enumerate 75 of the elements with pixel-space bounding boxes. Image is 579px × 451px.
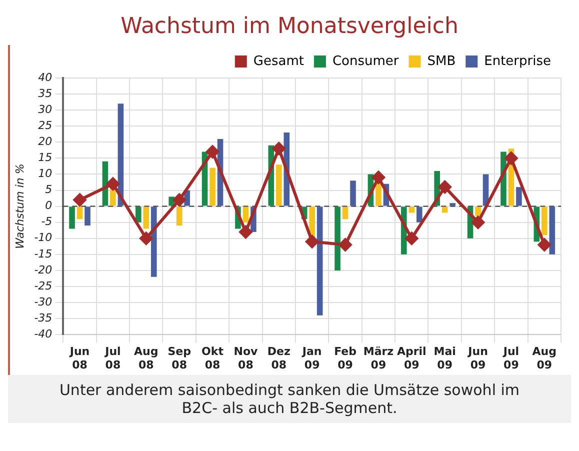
y-tick-label: 30 (38, 102, 52, 116)
y-tick-label: -35 (34, 311, 52, 324)
bar (542, 206, 548, 236)
point (472, 216, 485, 229)
bar (84, 206, 90, 226)
bar (143, 206, 150, 229)
bar (69, 206, 75, 229)
point (338, 238, 352, 252)
x-tick-label: Jun 09 (467, 345, 488, 372)
y-tick-label: -25 (34, 279, 52, 292)
y-tick-label: 20 (38, 135, 52, 148)
y-tick-label: 40 (38, 70, 52, 84)
y-tick-label: -30 (34, 295, 52, 308)
bar (450, 203, 456, 206)
y-tick-label: 15 (38, 151, 52, 164)
bar (76, 206, 83, 220)
y-tick-label: 5 (45, 183, 52, 196)
bar (350, 180, 356, 206)
bar (242, 206, 249, 222)
y-tick-label: -40 (34, 327, 52, 340)
x-tick-label: Nov 08 (234, 345, 258, 372)
bar (176, 206, 182, 226)
x-tick-label: Okt 08 (202, 345, 224, 372)
legend-label: SMB (427, 54, 456, 69)
point (272, 142, 286, 156)
y-tick-label: 10 (38, 167, 52, 180)
bar (135, 206, 142, 222)
x-tick-label: März 09 (363, 345, 394, 372)
y-tick-label: 0 (45, 199, 52, 212)
x-tick-label: Feb 09 (334, 345, 357, 372)
point (538, 238, 551, 252)
bar (516, 187, 522, 206)
x-tick-label: Mai 09 (434, 345, 456, 372)
point (206, 145, 220, 158)
bar (342, 206, 348, 220)
point (306, 235, 319, 248)
bar (416, 206, 422, 222)
point (438, 180, 452, 194)
legend-label: Enterprise (484, 54, 551, 69)
y-tick-label: -10 (34, 231, 52, 244)
bar (276, 164, 282, 206)
bar (334, 206, 340, 270)
bar (549, 206, 556, 254)
point (172, 193, 186, 206)
chart-title: Wachstum im Monatsvergleich (8, 8, 571, 45)
x-tick-label: Aug 09 (532, 345, 557, 372)
bar (408, 206, 415, 213)
x-tick-label: Sep 08 (168, 345, 192, 372)
bar (316, 206, 323, 316)
y-tick-label: -20 (34, 263, 52, 276)
text: Unter anderem saisonbedingt sanken die Umsätze sowohl im B2C- als auch B2B-Segment. (58, 380, 521, 419)
x-tick-label: Aug 08 (134, 345, 158, 372)
y-tick-label: -15 (34, 247, 52, 260)
bar (475, 206, 481, 216)
point (504, 152, 518, 165)
y-tick-label: 35 (38, 86, 52, 100)
legend-label: Consumer (332, 54, 400, 69)
y-tick-label: 25 (38, 118, 52, 132)
point (405, 232, 418, 245)
x-tick-label: Jul 08 (104, 345, 121, 372)
point (140, 232, 153, 245)
point (106, 177, 120, 190)
y-axis-title: Wachstum in % (13, 164, 26, 249)
point (73, 193, 86, 206)
legend-label: Gesamt (253, 54, 304, 69)
x-tick-label: Jun 08 (68, 345, 90, 372)
x-tick-label: Jan 09 (301, 345, 322, 372)
bar (210, 168, 216, 206)
x-tick-label: April 09 (396, 345, 426, 372)
x-tick-label: Dez 08 (267, 345, 290, 372)
x-tick-label: Jul 09 (502, 345, 520, 372)
point (372, 170, 385, 184)
point (239, 225, 252, 238)
bar (150, 206, 157, 277)
y-tick-label: -5 (41, 215, 52, 228)
